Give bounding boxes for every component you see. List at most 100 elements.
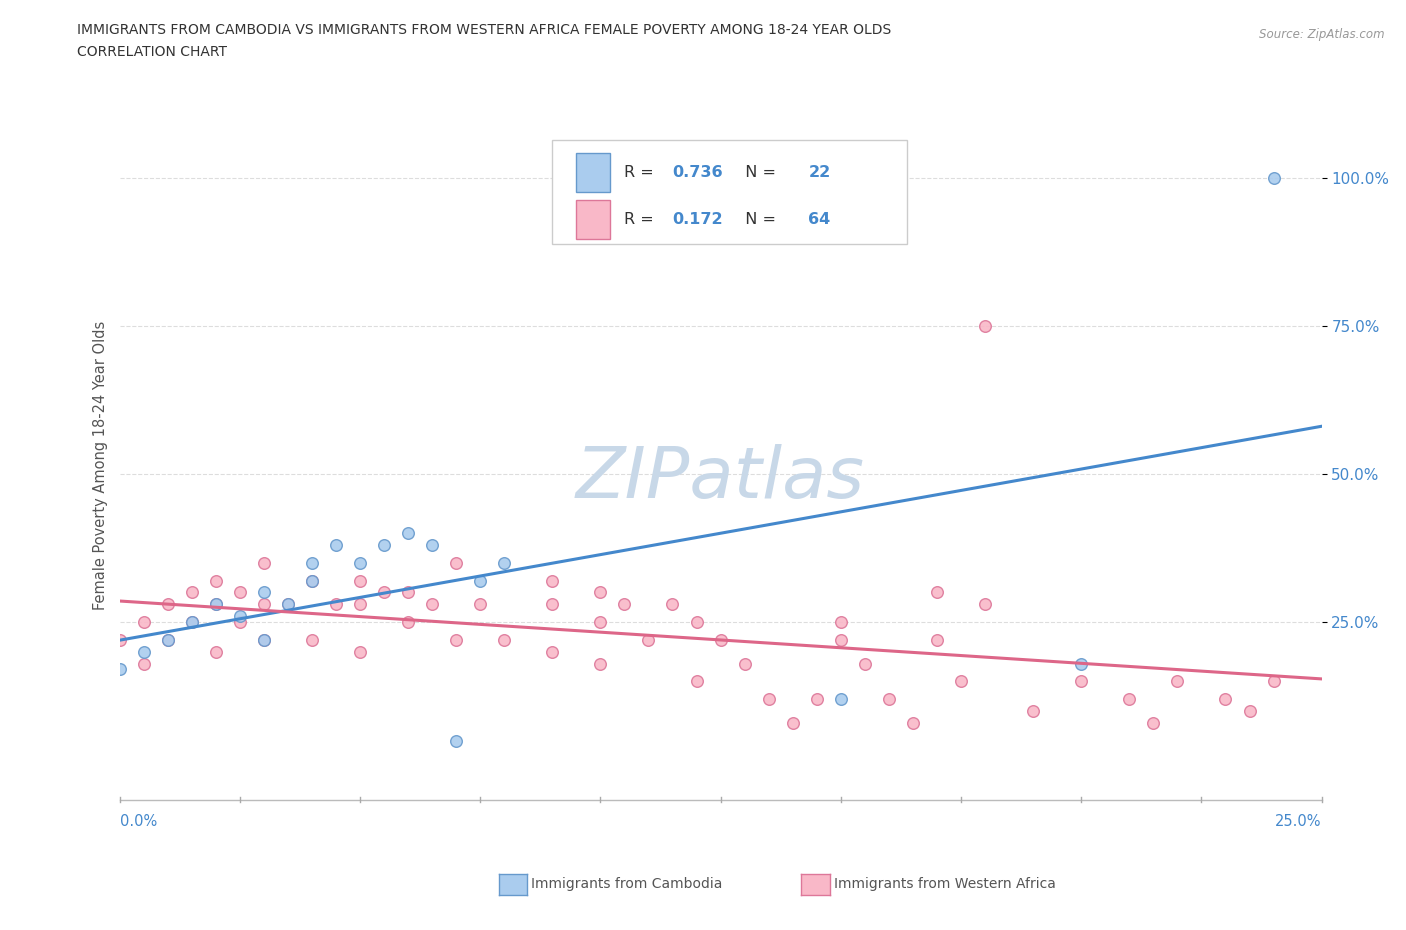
Text: 0.172: 0.172 (672, 212, 723, 227)
Point (541, 573, 564, 588)
Point (444, 632, 467, 647)
Point (373, 585, 395, 600)
Point (180, 585, 202, 600)
Point (830, 632, 852, 647)
FancyBboxPatch shape (576, 153, 610, 193)
Point (1239, 703, 1261, 718)
Point (253, 632, 276, 647)
Text: 0.736: 0.736 (672, 166, 723, 180)
Point (180, 615, 202, 630)
Point (349, 555, 371, 570)
Point (1022, 703, 1045, 718)
Y-axis label: Female Poverty Among 18-24 Year Olds: Female Poverty Among 18-24 Year Olds (93, 320, 108, 610)
Point (325, 538, 347, 552)
Point (277, 597, 299, 612)
Text: N =: N = (735, 212, 782, 227)
Point (301, 632, 323, 647)
Point (494, 632, 516, 647)
Point (349, 573, 371, 588)
Point (444, 733, 467, 748)
Point (132, 656, 155, 671)
Point (420, 597, 443, 612)
Text: Immigrants from Cambodia: Immigrants from Cambodia (531, 877, 723, 892)
Text: N =: N = (735, 166, 782, 180)
Point (301, 555, 323, 570)
Point (156, 632, 179, 647)
Point (589, 615, 612, 630)
Point (468, 597, 492, 612)
Point (253, 632, 276, 647)
Text: R =: R = (624, 212, 659, 227)
Point (685, 615, 707, 630)
Point (806, 692, 828, 707)
Point (1215, 692, 1237, 707)
Point (180, 615, 202, 630)
FancyBboxPatch shape (576, 200, 610, 239)
Point (228, 608, 252, 623)
Point (925, 585, 948, 600)
Point (1166, 674, 1188, 689)
Point (396, 585, 419, 600)
Text: 64: 64 (808, 212, 831, 227)
Text: 25.0%: 25.0% (1275, 814, 1322, 829)
Point (830, 692, 852, 707)
Point (1070, 674, 1092, 689)
Point (228, 585, 252, 600)
Point (1142, 715, 1164, 730)
Point (541, 644, 564, 659)
Point (373, 538, 395, 552)
Point (108, 662, 131, 677)
Point (277, 597, 299, 612)
Point (132, 615, 155, 630)
Point (468, 573, 492, 588)
Point (301, 573, 323, 588)
Point (541, 597, 564, 612)
Point (1263, 674, 1285, 689)
Point (589, 656, 612, 671)
Point (228, 615, 252, 630)
Point (734, 656, 756, 671)
Point (108, 632, 131, 647)
Text: Source: ZipAtlas.com: Source: ZipAtlas.com (1260, 28, 1385, 41)
Point (613, 597, 636, 612)
Point (494, 555, 516, 570)
Point (758, 692, 780, 707)
Point (156, 597, 179, 612)
Point (974, 318, 997, 333)
Point (853, 656, 876, 671)
Point (396, 525, 419, 540)
Point (132, 644, 155, 659)
Point (830, 615, 852, 630)
Text: ZIPatlas: ZIPatlas (576, 444, 865, 512)
Point (637, 632, 659, 647)
Text: 22: 22 (808, 166, 831, 180)
Point (1070, 656, 1092, 671)
Text: CORRELATION CHART: CORRELATION CHART (77, 45, 228, 59)
Point (253, 555, 276, 570)
Point (589, 585, 612, 600)
Point (253, 585, 276, 600)
FancyBboxPatch shape (553, 140, 907, 244)
Point (1118, 692, 1140, 707)
Text: R =: R = (624, 166, 659, 180)
Point (901, 715, 924, 730)
Text: 0.0%: 0.0% (120, 814, 156, 829)
Point (204, 597, 226, 612)
Point (709, 632, 731, 647)
Point (925, 632, 948, 647)
Point (949, 674, 972, 689)
Point (877, 692, 900, 707)
Point (1263, 170, 1285, 185)
Text: Immigrants from Western Africa: Immigrants from Western Africa (834, 877, 1056, 892)
Point (396, 615, 419, 630)
Point (661, 597, 683, 612)
Point (325, 597, 347, 612)
Point (204, 644, 226, 659)
Point (253, 597, 276, 612)
Point (349, 644, 371, 659)
Point (156, 632, 179, 647)
Point (685, 674, 707, 689)
Text: IMMIGRANTS FROM CAMBODIA VS IMMIGRANTS FROM WESTERN AFRICA FEMALE POVERTY AMONG : IMMIGRANTS FROM CAMBODIA VS IMMIGRANTS F… (77, 23, 891, 37)
Point (974, 597, 997, 612)
Point (204, 573, 226, 588)
